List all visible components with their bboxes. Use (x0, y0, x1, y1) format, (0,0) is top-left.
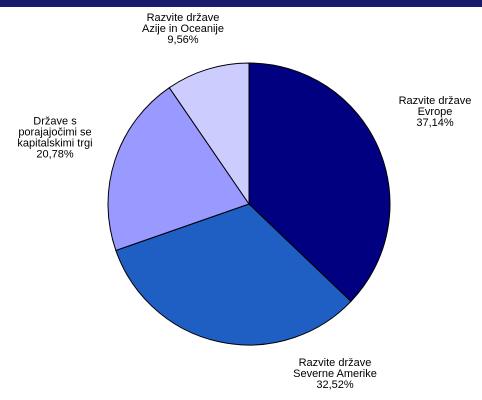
value-label: 37,14% (416, 117, 454, 129)
slice-label: kapitalskimi trgi (17, 137, 92, 149)
pie-slice (248, 62, 391, 303)
slice-label: Razvite države (147, 12, 220, 24)
pie-slice (107, 86, 250, 252)
slice-label: Azije in Oceanije (142, 23, 224, 35)
slice-label: Severne Amerike (293, 368, 377, 380)
slice-label: porajajočimi se (18, 126, 91, 138)
pie-slice (115, 203, 352, 346)
title-bar (0, 0, 482, 7)
slice-label: Razvite države (399, 95, 472, 107)
slice-label: Razvite države (299, 357, 372, 369)
slice-label: Države s (33, 115, 77, 127)
value-label: 20,78% (36, 148, 74, 160)
slice-label: Evrope (418, 106, 453, 118)
pie-slice (168, 62, 250, 206)
value-label: 9,56% (167, 34, 198, 46)
value-label: 32,52% (316, 379, 354, 391)
